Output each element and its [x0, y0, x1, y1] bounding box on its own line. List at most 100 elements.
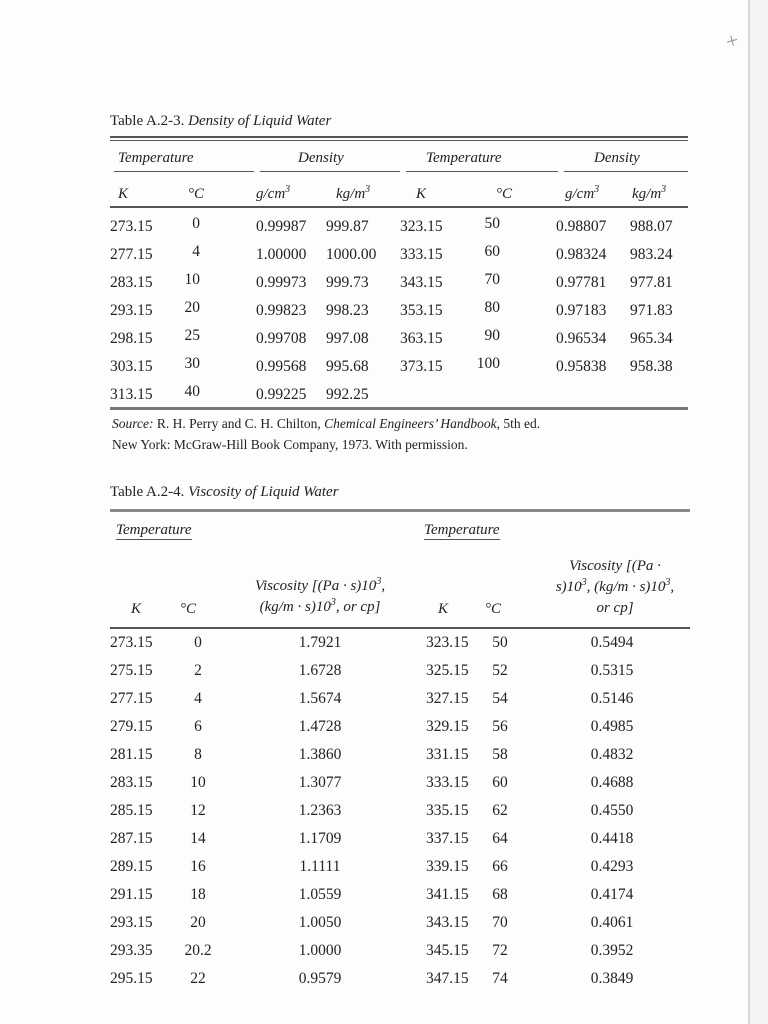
viscosity: 1.6728 — [298, 662, 342, 679]
temp-c: 40 — [184, 383, 201, 400]
temp-k: 343.15 — [400, 274, 443, 291]
rule — [110, 206, 688, 208]
temp-k: 281.15 — [110, 746, 153, 763]
col-kg-m3: kg/m3 — [632, 184, 667, 203]
viscosity: 0.5146 — [590, 690, 634, 707]
group-header-temperature: Temperature — [426, 150, 502, 166]
temp-c: 70 — [484, 271, 501, 288]
viscosity: 1.1111 — [299, 858, 341, 875]
col-viscosity: Viscosity [(Pa · s)103, (kg/m · s)103, o… — [254, 576, 386, 616]
temp-k: 341.15 — [426, 886, 469, 903]
temp-k: 275.15 — [110, 662, 153, 679]
viscosity: 0.4688 — [590, 774, 634, 791]
temp-c: 10 — [184, 271, 201, 288]
temp-k: 347.15 — [426, 970, 469, 987]
col-c: °C — [485, 601, 502, 617]
temp-k: 293.15 — [110, 914, 153, 931]
temp-k: 293.15 — [110, 302, 153, 319]
temp-k: 339.15 — [426, 858, 469, 875]
viscosity: 0.4061 — [590, 914, 634, 931]
col-g-cm3: g/cm3 — [256, 184, 291, 203]
viscosity: 1.1709 — [298, 830, 342, 847]
temp-k: 333.15 — [426, 774, 469, 791]
temp-c: 100 — [476, 355, 500, 372]
temp-k: 345.15 — [426, 942, 469, 959]
temp-k: 279.15 — [110, 718, 153, 735]
viscosity: 1.3077 — [298, 774, 342, 791]
temp-c: 50 — [492, 634, 508, 651]
temp-c: 12 — [190, 802, 206, 819]
rule — [260, 171, 400, 172]
temp-k: 343.15 — [426, 914, 469, 931]
temp-c: 4 — [192, 243, 200, 260]
col-c: °C — [188, 186, 205, 202]
temp-k: 277.15 — [110, 690, 153, 707]
col-c: °C — [180, 601, 197, 617]
temp-c: 80 — [484, 299, 501, 316]
temp-k: 295.15 — [110, 970, 153, 987]
density-kg-m3: 977.81 — [630, 274, 673, 291]
temp-c: 66 — [492, 858, 508, 875]
density-kg-m3: 971.83 — [630, 302, 673, 319]
temp-k: 313.15 — [110, 386, 153, 403]
viscosity: 1.5674 — [298, 690, 342, 707]
temp-c: 74 — [492, 970, 508, 987]
temp-k: 337.15 — [426, 830, 469, 847]
temp-k: 293.35 — [110, 942, 153, 959]
viscosity: 0.3849 — [590, 970, 634, 987]
col-c: °C — [496, 186, 513, 202]
temp-k: 373.15 — [400, 358, 443, 375]
temp-k: 353.15 — [400, 302, 443, 319]
group-header-temperature: Temperature — [116, 522, 192, 540]
temp-k: 333.15 — [400, 246, 443, 263]
rule — [114, 171, 254, 172]
temp-k: 323.15 — [426, 634, 469, 651]
viscosity: 1.0000 — [298, 942, 342, 959]
density-kg-m3: 997.08 — [326, 330, 369, 347]
temp-c: 72 — [492, 942, 508, 959]
temp-c: 68 — [492, 886, 508, 903]
temp-c: 25 — [184, 327, 201, 344]
temp-k: 335.15 — [426, 802, 469, 819]
group-header-temperature: Temperature — [118, 150, 194, 166]
col-k: K — [438, 601, 449, 617]
viscosity-table-title: Table A.2-4. Viscosity of Liquid Water — [110, 484, 339, 500]
page-margin — [750, 0, 768, 1024]
density-g-cm3: 0.97183 — [556, 302, 607, 319]
temp-k: 285.15 — [110, 802, 153, 819]
density-kg-m3: 999.73 — [326, 274, 369, 291]
temp-c: 62 — [492, 802, 508, 819]
density-kg-m3: 988.07 — [630, 218, 673, 235]
temp-c: 90 — [484, 327, 501, 344]
col-k: K — [118, 186, 129, 202]
density-g-cm3: 0.97781 — [556, 274, 607, 291]
density-g-cm3: 0.99225 — [256, 386, 307, 403]
temp-c: 54 — [492, 690, 508, 707]
temp-c: 64 — [492, 830, 508, 847]
rule — [110, 136, 688, 138]
col-kg-m3: kg/m3 — [336, 184, 371, 203]
viscosity: 0.4985 — [590, 718, 634, 735]
temp-c: 8 — [194, 746, 202, 763]
temp-k: 287.15 — [110, 830, 153, 847]
temp-c: 22 — [190, 970, 206, 987]
viscosity: 0.4174 — [590, 886, 634, 903]
temp-k: 289.15 — [110, 858, 153, 875]
temp-c: 18 — [190, 886, 206, 903]
temp-c: 6 — [194, 718, 202, 735]
col-k: K — [416, 186, 427, 202]
temp-c: 0 — [192, 215, 200, 232]
temp-c: 2 — [194, 662, 202, 679]
viscosity: 1.7921 — [298, 634, 342, 651]
viscosity: 1.4728 — [298, 718, 342, 735]
temp-k: 283.15 — [110, 274, 153, 291]
density-g-cm3: 1.00000 — [256, 246, 307, 263]
col-g-cm3: g/cm3 — [565, 184, 600, 203]
density-g-cm3: 0.99708 — [256, 330, 307, 347]
viscosity: 1.0050 — [298, 914, 342, 931]
density-g-cm3: 0.99973 — [256, 274, 307, 291]
density-table-title: Table A.2-3. Density of Liquid Water — [110, 113, 332, 129]
rule — [110, 627, 690, 629]
viscosity: 0.5315 — [590, 662, 634, 679]
group-header-temperature: Temperature — [424, 522, 500, 540]
